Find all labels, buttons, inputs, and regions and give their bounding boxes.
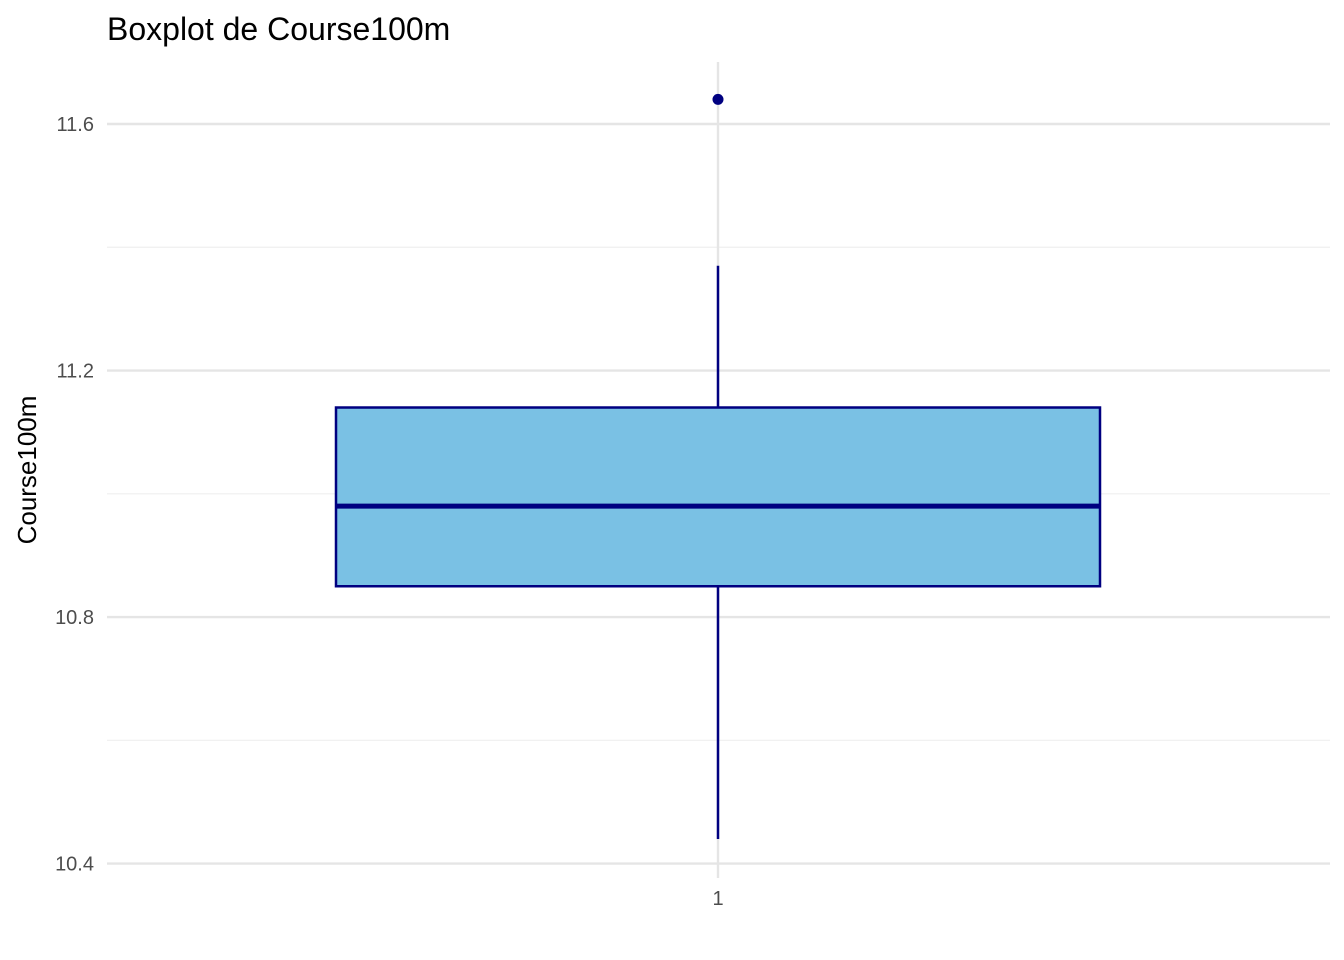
- axis-ticks: 10.4 10.8 11.2 11.6 1: [55, 114, 724, 910]
- x-tick-label: 1: [712, 888, 723, 910]
- y-tick-label: 10.4: [55, 854, 94, 876]
- chart-title: Boxplot de Course100m: [107, 11, 450, 47]
- outlier-point: [712, 93, 724, 105]
- box-marks: [334, 93, 1102, 839]
- y-tick-label: 11.6: [57, 114, 94, 136]
- y-tick-label: 11.2: [57, 361, 94, 383]
- y-axis-label: Course100m: [12, 396, 42, 545]
- box-iqr: [334, 406, 1102, 588]
- y-tick-label: 10.8: [55, 607, 94, 629]
